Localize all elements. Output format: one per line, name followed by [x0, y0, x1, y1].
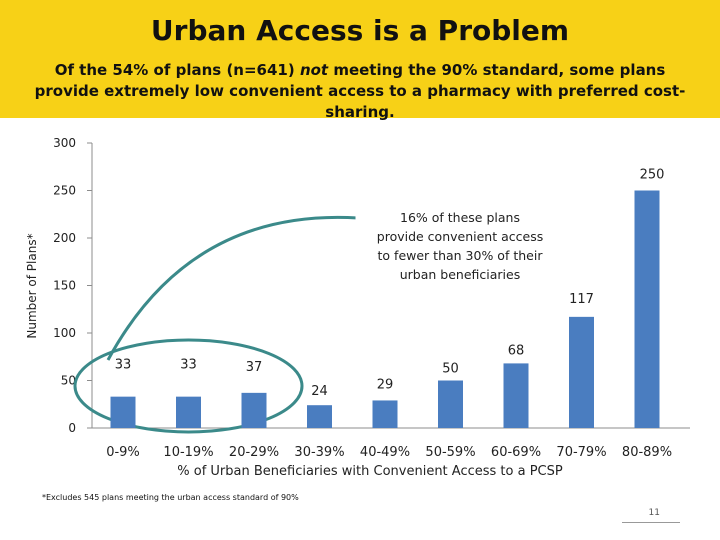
labels-group: 0-9% 10-19% 20-29% 30-39% 40-49% 50-59% 60-69%…	[106, 168, 672, 480]
bar	[110, 396, 136, 428]
footnote: *Excludes 545 plans meeting the urban ac…	[42, 493, 299, 502]
annotation-text-line: urban beneficiaries	[400, 267, 520, 282]
data-label: 68	[508, 343, 525, 358]
data-label: 117	[569, 292, 594, 307]
annotation-box	[355, 203, 567, 301]
annotation-text-line: 16% of these plans	[400, 210, 520, 225]
subtitle-part-2: meeting the 90% standard, some plans pro…	[34, 61, 686, 121]
page-number: 11	[648, 508, 660, 518]
bar	[372, 400, 398, 428]
subtitle-emphasis: not	[299, 61, 329, 79]
x-tick-label: 40-49%	[360, 445, 410, 460]
bar	[503, 363, 529, 428]
x-tick-label: 80-89%	[622, 445, 672, 460]
bar	[569, 316, 594, 428]
x-tick-label: 30-39%	[294, 445, 344, 460]
annotation-text-line: provide convenient access	[377, 229, 543, 244]
highlight-ellipse	[73, 338, 304, 434]
bar	[241, 392, 267, 428]
x-tick-label: 0-9%	[106, 445, 140, 460]
data-label: 250	[640, 168, 665, 183]
y-tick-label: 200	[53, 231, 76, 245]
y-tick-label: 50	[61, 374, 76, 388]
bar	[438, 380, 463, 428]
slide-title: Urban Access is a Problem	[150, 14, 570, 47]
x-axis-title: % of Urban Beneficiaries with Convenient…	[177, 464, 563, 479]
highlight-group: 16% of these plans provide convenient acc…	[73, 203, 567, 434]
x-tick-label: 60-69%	[491, 445, 541, 460]
x-tick-label: 10-19%	[163, 445, 213, 460]
data-label: 50	[442, 362, 459, 377]
y-axis-title: Number of Plans*	[25, 233, 39, 338]
data-label: 37	[246, 360, 263, 375]
header-banner: Urban Access is a Problem Of the 54% of …	[0, 0, 720, 121]
data-label: 24	[311, 384, 328, 399]
y-tick-label: 150	[53, 279, 76, 293]
data-label: 33	[115, 358, 132, 373]
bars-group	[110, 190, 660, 428]
y-tick-label: 100	[53, 326, 76, 340]
y-tick-label: 300	[53, 136, 76, 150]
x-tick-label: 50-59%	[425, 445, 475, 460]
data-label: 33	[180, 358, 197, 373]
bar	[176, 396, 201, 428]
slide-subtitle: Of the 54% of plans (n=641) not meeting …	[20, 60, 700, 123]
x-tick-label: 20-29%	[229, 445, 279, 460]
data-label: 29	[377, 377, 394, 392]
x-tick-label: 70-79%	[556, 445, 606, 460]
bar	[307, 405, 332, 428]
y-tick-label: 0	[68, 421, 76, 435]
y-tick-label: 250	[53, 184, 76, 198]
highlight-connector	[106, 215, 359, 361]
bar	[634, 190, 660, 428]
subtitle-part-1: Of the 54% of plans (n=641)	[54, 61, 300, 79]
annotation-text-line: to fewer than 30% of their	[378, 248, 544, 263]
page-number-rule	[622, 522, 680, 523]
